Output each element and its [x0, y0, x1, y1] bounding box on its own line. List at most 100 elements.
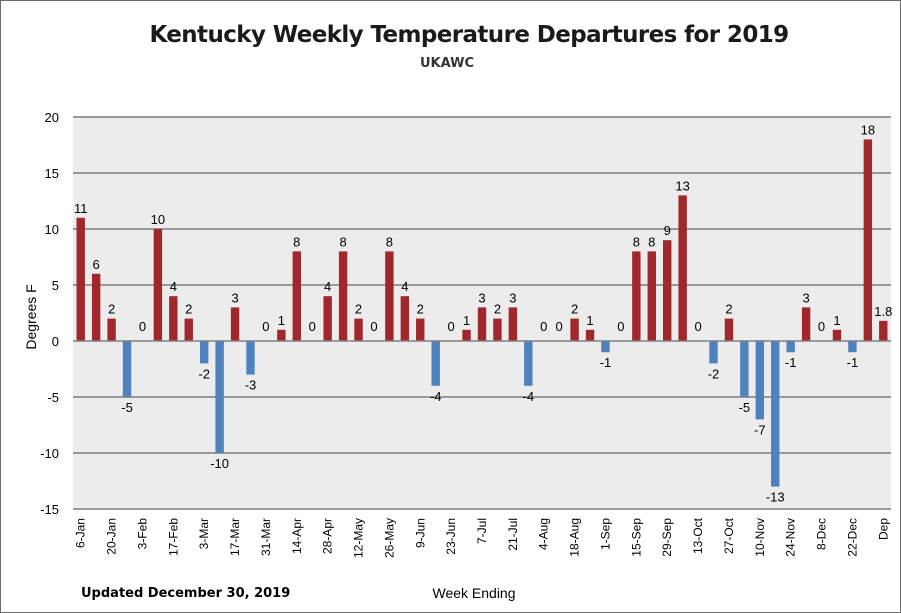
x-tick-label: 26-May	[382, 518, 396, 558]
bar	[771, 341, 780, 487]
data-label: -2	[708, 366, 720, 381]
bar	[678, 195, 687, 341]
x-tick-label: 6-Jan	[74, 518, 88, 548]
updated-note: Updated December 30, 2019	[81, 586, 290, 601]
bar	[230, 307, 240, 341]
bar	[215, 341, 224, 453]
bar	[292, 251, 301, 341]
x-tick-label: 29-Sep	[660, 518, 674, 557]
x-tick-label: 9-Jun	[413, 518, 427, 548]
bar	[508, 307, 518, 341]
data-label: -4	[430, 389, 442, 404]
bar	[832, 329, 842, 341]
bar	[400, 296, 410, 341]
x-tick-label: 27-Oct	[722, 517, 736, 554]
x-tick-label: 7-Jul	[475, 518, 489, 544]
y-axis-title: Degrees F	[23, 284, 39, 349]
bar	[848, 341, 857, 353]
data-label: 0	[139, 319, 146, 334]
data-label: 3	[802, 290, 809, 305]
x-tick-label: Dep	[876, 518, 890, 540]
bar	[462, 329, 471, 341]
data-label: 3	[231, 290, 238, 305]
y-tick-label: -5	[47, 390, 59, 405]
x-tick-label: 3-Mar	[197, 518, 211, 549]
x-tick-label: 28-Apr	[321, 518, 335, 554]
data-label: 2	[108, 302, 115, 317]
bar	[786, 341, 795, 353]
bar	[431, 341, 440, 386]
data-label: 4	[401, 279, 408, 294]
bar	[879, 320, 888, 341]
bar	[277, 329, 286, 341]
bar	[477, 307, 487, 341]
bar	[493, 318, 502, 341]
x-tick-label: 18-Aug	[568, 518, 582, 557]
x-tick-labels: 6-Jan 20-Jan 3-Feb 17-Feb 3-Mar 17-Mar 31-Mar 1…	[74, 517, 891, 558]
bar	[524, 341, 533, 386]
bar	[122, 341, 132, 397]
data-label: -1	[847, 355, 859, 370]
x-tick-label: 20-Jan	[105, 518, 119, 555]
data-label: 4	[170, 279, 177, 294]
y-tick-label: 0	[52, 334, 59, 349]
data-label: 11	[74, 201, 88, 216]
bar	[199, 341, 209, 364]
x-tick-label: 21-Jul	[506, 518, 520, 551]
data-label: 13	[675, 178, 689, 193]
data-label: 8	[386, 234, 393, 249]
bars	[76, 139, 888, 487]
bar	[755, 341, 765, 420]
data-label: 0	[617, 319, 624, 334]
y-tick-label: 15	[45, 166, 59, 181]
bar	[416, 318, 425, 341]
bar	[169, 296, 178, 341]
x-tick-label: 17-Mar	[228, 518, 242, 556]
data-label: 2	[494, 302, 501, 317]
bar	[863, 139, 873, 341]
data-label: 0	[370, 319, 377, 334]
gridlines	[73, 116, 891, 510]
data-label: 3	[509, 290, 516, 305]
data-label: 6	[93, 257, 100, 272]
bar	[107, 318, 116, 341]
data-label: 3	[478, 290, 485, 305]
data-label: 2	[725, 302, 732, 317]
x-tick-label: 22-Dec	[845, 518, 859, 557]
chart-subtitle: UKAWC	[420, 56, 474, 71]
bar	[740, 341, 749, 397]
data-label: 8	[633, 234, 640, 249]
data-label: 18	[861, 122, 875, 137]
data-label: -3	[245, 378, 257, 393]
data-label: -5	[739, 400, 751, 415]
x-tick-label: 13-Oct	[691, 517, 705, 554]
data-label: 1	[463, 313, 470, 328]
data-label: 2	[185, 302, 192, 317]
x-axis-title: Week Ending	[432, 585, 515, 601]
bar	[663, 240, 672, 341]
data-label: 4	[324, 279, 331, 294]
bar	[709, 341, 718, 364]
data-label: -7	[754, 422, 766, 437]
data-label: 1	[833, 313, 840, 328]
bar	[323, 296, 332, 341]
y-tick-label: -15	[40, 502, 59, 517]
x-tick-label: 15-Sep	[629, 518, 643, 557]
data-label: 0	[540, 319, 547, 334]
data-label: 0	[694, 319, 701, 334]
x-tick-label: 17-Feb	[166, 518, 180, 556]
x-tick-label: 23-Jun	[444, 518, 458, 555]
data-label: 8	[648, 234, 655, 249]
bar	[724, 318, 734, 341]
bar	[338, 251, 348, 341]
bar	[91, 273, 101, 341]
data-label: 8	[339, 234, 346, 249]
y-tick-label: 20	[45, 110, 59, 125]
x-tick-label: 12-May	[352, 518, 366, 558]
bar	[385, 251, 394, 341]
data-label: 2	[417, 302, 424, 317]
data-label: -1	[785, 355, 797, 370]
